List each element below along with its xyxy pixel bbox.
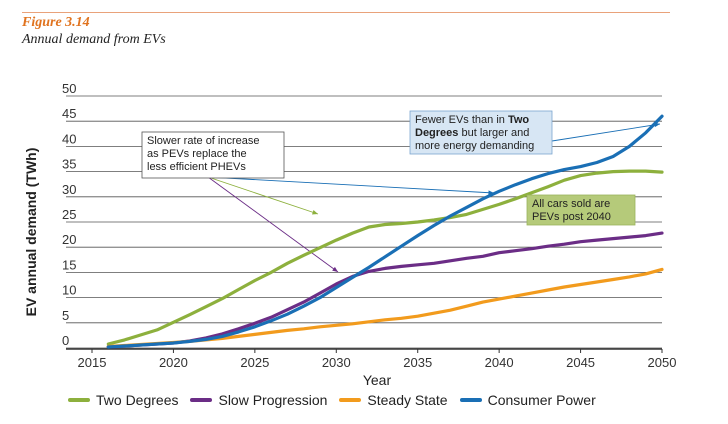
legend-label: Slow Progression xyxy=(218,392,328,408)
chart-legend: Two Degrees Slow Progression Steady State C… xyxy=(68,392,596,408)
annotation-text-line: Slower rate of increase xyxy=(147,135,260,147)
legend-item: Consumer Power xyxy=(459,392,596,408)
y-tick-label: 30 xyxy=(62,182,76,197)
x-tick-label: 2030 xyxy=(322,355,351,370)
annotation-arrow-blue-2 xyxy=(551,123,661,142)
annotation-text-line: All cars sold are xyxy=(532,198,610,210)
x-axis-title: Year xyxy=(363,372,392,388)
x-tick-label: 2050 xyxy=(648,355,677,370)
top-rule xyxy=(22,12,670,13)
annotation-text-span: Two xyxy=(508,114,529,126)
y-axis-title: EV annual demand (TWh) xyxy=(23,148,39,317)
annotation-text-span: Fewer EVs than in xyxy=(415,114,508,126)
x-tick-label: 2025 xyxy=(240,355,269,370)
y-tick-label: 0 xyxy=(62,333,69,348)
series-line-0 xyxy=(106,169,664,346)
annotation-text-line: as PEVs replace the xyxy=(147,148,247,160)
series-line-2 xyxy=(106,267,664,349)
y-tick-label: 20 xyxy=(62,232,76,247)
annotation-text-line: more energy demanding xyxy=(415,140,534,152)
series-line-1 xyxy=(106,231,664,349)
annotation-arrow-blue-head xyxy=(488,190,494,196)
annotation-text-line: less efficient PHEVs xyxy=(147,161,246,173)
x-tick-label: 2035 xyxy=(403,355,432,370)
figure-title: Annual demand from EVs xyxy=(22,32,166,47)
y-tick-label: 35 xyxy=(62,157,76,172)
y-tick-label: 10 xyxy=(62,283,76,298)
annotation-arrow-purple xyxy=(207,176,339,273)
figure-label: Figure 3.14 xyxy=(22,15,90,30)
legend-swatch xyxy=(190,398,213,402)
annotation-text-span: more energy demanding xyxy=(415,140,534,152)
y-tick-label: 5 xyxy=(62,308,69,323)
legend-swatch xyxy=(339,398,362,402)
legend-item: Steady State xyxy=(339,392,448,408)
legend-swatch xyxy=(68,398,90,402)
y-tick-label: 25 xyxy=(62,207,76,222)
legend-swatch xyxy=(459,398,482,402)
y-tick-label: 40 xyxy=(62,131,76,146)
x-tick-label: 2015 xyxy=(78,355,107,370)
legend-label: Two Degrees xyxy=(96,392,179,408)
y-tick-label: 50 xyxy=(62,81,76,96)
annotation-text-line: Degrees but larger and xyxy=(415,127,529,139)
legend-item: Two Degrees xyxy=(68,392,178,408)
annotation-text-span: Degrees xyxy=(415,127,458,139)
x-tick-label: 2040 xyxy=(485,355,514,370)
annotation-arrow-purple-head xyxy=(332,266,338,272)
annotation-text-span: but larger and xyxy=(458,127,529,139)
annotation-box xyxy=(141,131,285,179)
annotation-box xyxy=(409,110,553,155)
y-tick-label: 15 xyxy=(62,257,76,272)
annotation-arrow-blue xyxy=(207,176,495,194)
annotation-box xyxy=(526,194,636,226)
legend-label: Consumer Power xyxy=(487,392,596,408)
x-tick-label: 2020 xyxy=(159,355,188,370)
legend-label: Steady State xyxy=(367,392,448,408)
annotation-text-line: PEVs post 2040 xyxy=(532,211,611,223)
x-tick-label: 2045 xyxy=(566,355,595,370)
annotation-arrow-green xyxy=(207,176,319,215)
legend-item: Slow Progression xyxy=(190,392,327,408)
series-line-3 xyxy=(106,114,664,349)
annotation-arrow-green-head xyxy=(312,210,318,215)
y-tick-label: 45 xyxy=(62,106,76,121)
annotation-text-line: Fewer EVs than in Two xyxy=(415,114,529,126)
